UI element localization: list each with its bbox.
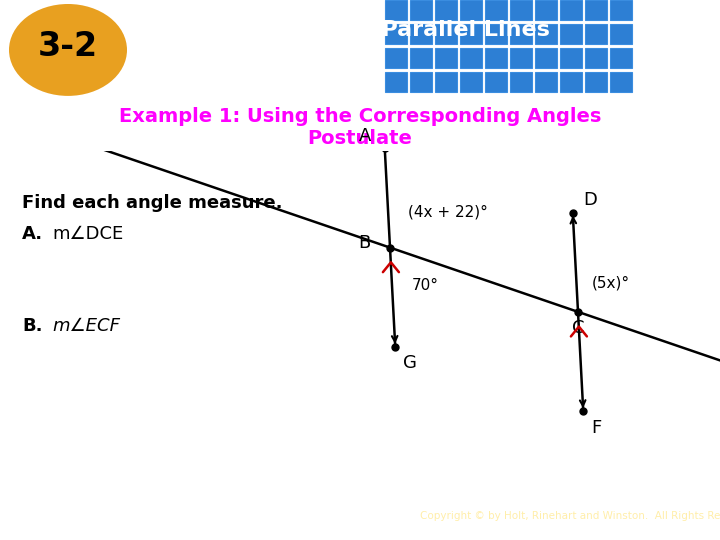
Bar: [510, 48, 532, 68]
Bar: [610, 0, 632, 20]
Bar: [460, 24, 482, 44]
Text: F: F: [591, 418, 601, 436]
Bar: [485, 48, 507, 68]
Bar: [385, 0, 407, 20]
Text: B.: B.: [22, 317, 42, 335]
Bar: [485, 24, 507, 44]
Text: and Transversals: and Transversals: [148, 58, 360, 78]
Bar: [510, 72, 532, 92]
Bar: [535, 0, 557, 20]
Bar: [535, 72, 557, 92]
Text: m∠DCE: m∠DCE: [52, 225, 123, 244]
Bar: [410, 24, 432, 44]
Text: Holt Geometry: Holt Geometry: [28, 507, 166, 525]
Bar: [435, 24, 457, 44]
Text: Find each angle measure.: Find each angle measure.: [22, 194, 282, 212]
Bar: [410, 0, 432, 20]
Bar: [410, 48, 432, 68]
Bar: [410, 72, 432, 92]
Text: 3-2: 3-2: [38, 30, 98, 64]
Bar: [585, 48, 607, 68]
Text: A.: A.: [22, 225, 43, 244]
Bar: [485, 72, 507, 92]
Text: C: C: [572, 320, 585, 338]
Text: Angles Formed by Parallel Lines: Angles Formed by Parallel Lines: [148, 20, 550, 40]
Bar: [510, 24, 532, 44]
Bar: [510, 0, 532, 20]
Text: m∠ECF: m∠ECF: [52, 317, 120, 335]
Bar: [535, 24, 557, 44]
Bar: [585, 24, 607, 44]
Bar: [385, 48, 407, 68]
Bar: [610, 24, 632, 44]
Bar: [560, 48, 582, 68]
Bar: [460, 0, 482, 20]
Bar: [585, 72, 607, 92]
Text: (4x + 22)°: (4x + 22)°: [408, 204, 488, 219]
Text: Copyright © by Holt, Rinehart and Winston.  All Rights Reserved.: Copyright © by Holt, Rinehart and Winsto…: [420, 511, 720, 521]
Bar: [435, 48, 457, 68]
Bar: [560, 72, 582, 92]
Bar: [560, 0, 582, 20]
Bar: [610, 72, 632, 92]
Text: B: B: [358, 234, 370, 252]
Bar: [435, 72, 457, 92]
Bar: [385, 72, 407, 92]
Text: (5x)°: (5x)°: [592, 276, 630, 291]
Bar: [485, 0, 507, 20]
Text: G: G: [403, 354, 417, 372]
Text: 70°: 70°: [412, 278, 439, 293]
Text: A: A: [359, 127, 371, 145]
Text: Example 1: Using the Corresponding Angles: Example 1: Using the Corresponding Angle…: [119, 107, 601, 126]
Bar: [460, 48, 482, 68]
Text: Postulate: Postulate: [307, 129, 413, 148]
Ellipse shape: [9, 4, 127, 96]
Bar: [435, 0, 457, 20]
Bar: [585, 0, 607, 20]
Bar: [385, 24, 407, 44]
Bar: [460, 72, 482, 92]
Text: D: D: [582, 191, 597, 209]
Bar: [535, 48, 557, 68]
Bar: [610, 48, 632, 68]
Bar: [560, 24, 582, 44]
